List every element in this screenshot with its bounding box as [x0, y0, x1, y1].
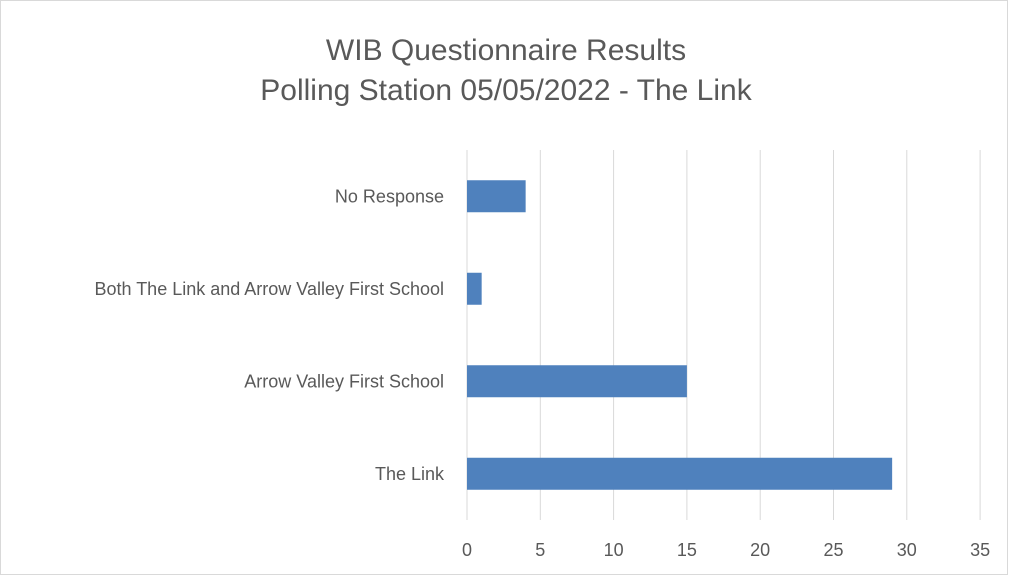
x-tick-label: 35 [970, 540, 990, 560]
bar [467, 365, 687, 398]
x-tick-label: 0 [462, 540, 472, 560]
chart-title-line1: WIB Questionnaire Results [325, 34, 687, 67]
category-label: Both The Link and Arrow Valley First Sch… [94, 279, 444, 299]
bar [467, 272, 482, 305]
chart-subtitle: Polling Station 05/05/2022 - The Link [260, 74, 752, 107]
bar [467, 180, 526, 213]
bar [467, 457, 893, 490]
x-tick-label: 20 [750, 540, 770, 560]
x-tick-label: 30 [897, 540, 917, 560]
x-tick-label: 15 [677, 540, 697, 560]
x-tick-label: 5 [535, 540, 545, 560]
category-label: Arrow Valley First School [244, 371, 444, 391]
category-label: The Link [375, 464, 445, 484]
category-label: No Response [335, 186, 444, 206]
x-tick-label: 25 [823, 540, 843, 560]
x-tick-label: 10 [604, 540, 624, 560]
chart-title: WIB Questionnaire Results Polling Statio… [1, 31, 1010, 111]
